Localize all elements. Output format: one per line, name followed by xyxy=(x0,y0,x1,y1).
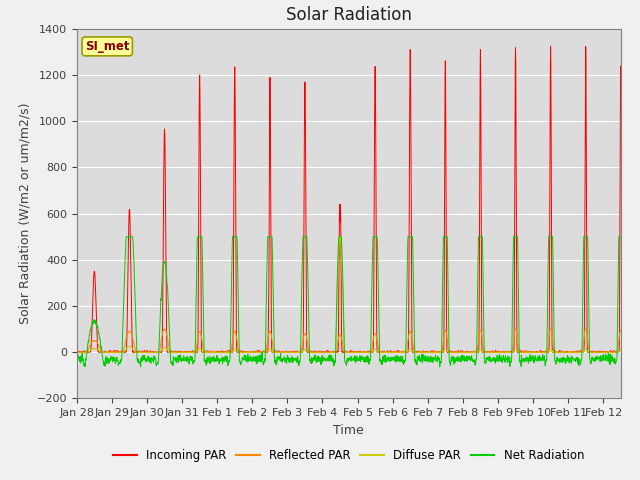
Net Radiation xyxy=(617,234,625,240)
Incoming PAR xyxy=(617,63,625,69)
Reflected PAR xyxy=(413,349,421,355)
Diffuse PAR xyxy=(352,349,360,355)
Incoming PAR xyxy=(413,349,421,355)
Reflected PAR xyxy=(598,349,605,355)
Reflected PAR xyxy=(430,349,438,355)
Line: Diffuse PAR: Diffuse PAR xyxy=(77,237,621,352)
Net Radiation xyxy=(413,357,421,363)
Diffuse PAR xyxy=(430,349,438,355)
Net Radiation xyxy=(534,354,541,360)
Title: Solar Radiation: Solar Radiation xyxy=(286,6,412,24)
Line: Incoming PAR: Incoming PAR xyxy=(77,46,621,352)
Line: Net Radiation: Net Radiation xyxy=(77,237,621,367)
Diffuse PAR xyxy=(533,349,541,355)
Net Radiation xyxy=(436,364,444,370)
Incoming PAR xyxy=(73,349,81,355)
Net Radiation xyxy=(73,357,81,362)
Text: SI_met: SI_met xyxy=(85,40,129,53)
Reflected PAR xyxy=(105,349,113,355)
Reflected PAR xyxy=(617,327,625,333)
Net Radiation xyxy=(105,360,113,366)
Reflected PAR xyxy=(533,349,541,355)
Incoming PAR xyxy=(547,43,554,49)
Incoming PAR xyxy=(352,349,360,355)
Net Radiation xyxy=(122,234,130,240)
Reflected PAR xyxy=(352,349,360,355)
Reflected PAR xyxy=(161,326,168,332)
Diffuse PAR xyxy=(105,349,113,355)
Legend: Incoming PAR, Reflected PAR, Diffuse PAR, Net Radiation: Incoming PAR, Reflected PAR, Diffuse PAR… xyxy=(109,444,589,467)
Diffuse PAR xyxy=(617,347,625,352)
Incoming PAR xyxy=(105,349,113,355)
Incoming PAR xyxy=(598,349,606,355)
Net Radiation xyxy=(430,355,438,360)
Diffuse PAR xyxy=(413,349,421,355)
Line: Reflected PAR: Reflected PAR xyxy=(77,329,621,352)
Net Radiation xyxy=(352,354,360,360)
Diffuse PAR xyxy=(598,349,605,355)
Y-axis label: Solar Radiation (W/m2 or um/m2/s): Solar Radiation (W/m2 or um/m2/s) xyxy=(18,103,31,324)
Incoming PAR xyxy=(73,349,81,355)
Incoming PAR xyxy=(533,349,541,355)
Diffuse PAR xyxy=(336,234,344,240)
X-axis label: Time: Time xyxy=(333,424,364,437)
Diffuse PAR xyxy=(73,349,81,355)
Net Radiation xyxy=(598,357,606,362)
Reflected PAR xyxy=(73,349,81,355)
Incoming PAR xyxy=(430,348,438,354)
